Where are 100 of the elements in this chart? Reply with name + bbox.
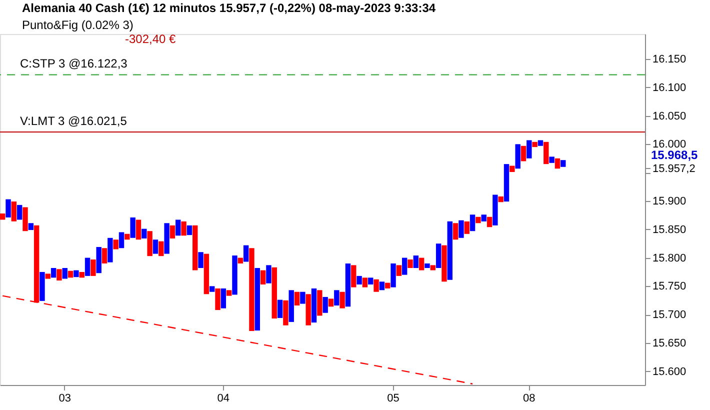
y-tick-label: 15.700: [652, 309, 686, 322]
bar: [0, 213, 6, 220]
bar: [113, 240, 118, 250]
bar: [408, 259, 413, 268]
bar: [532, 142, 538, 148]
bar: [277, 300, 283, 318]
chart-title: Alemania 40 Cash (1€) 12 minutos 15.957,7 (-0,22%) 08-may-2023 9:33:34: [22, 1, 436, 15]
bar: [402, 258, 408, 275]
bar: [90, 259, 96, 276]
bar: [504, 164, 510, 202]
bar: [181, 221, 186, 236]
y-tick-label: 15.600: [652, 366, 686, 378]
bar: [16, 204, 22, 220]
bar: [345, 263, 351, 307]
bar: [317, 290, 322, 316]
y-tick-label: 15.900: [652, 195, 686, 208]
bar: [294, 292, 300, 306]
bar: [436, 244, 442, 268]
annotation: -302,40 €: [125, 32, 176, 46]
bar: [486, 216, 492, 228]
bar: [300, 292, 306, 304]
bar: [390, 263, 396, 288]
y-tick-label: 15.650: [652, 337, 686, 350]
bar: [220, 288, 226, 308]
bar: [481, 214, 486, 222]
bar: [413, 256, 419, 268]
bar: [266, 265, 272, 284]
y-tick-label: 15.750: [652, 280, 686, 293]
bar: [62, 268, 68, 279]
bar: [198, 252, 204, 268]
bar: [22, 207, 28, 232]
bar: [192, 225, 198, 270]
bar: [118, 232, 124, 248]
bar: [549, 156, 554, 163]
bar: [272, 267, 277, 319]
bar: [28, 223, 34, 230]
bar: [510, 166, 515, 172]
bar: [84, 258, 90, 276]
bar: [311, 288, 317, 323]
bar: [476, 216, 481, 224]
bar: [515, 144, 520, 169]
bar: [260, 270, 266, 284]
bar: [68, 270, 74, 278]
bar: [40, 272, 45, 301]
bar: [147, 231, 152, 256]
x-tick-label: 05: [387, 392, 400, 404]
bar: [158, 241, 164, 256]
bar: [498, 196, 504, 202]
bar: [554, 158, 560, 169]
bar: [254, 268, 260, 330]
ref-line-label: C:STP 3 @16.122,3: [20, 56, 128, 71]
bar: [102, 248, 108, 264]
bar: [164, 223, 170, 254]
bar: [186, 225, 192, 236]
bar: [11, 202, 17, 222]
x-tick-label: 08: [523, 392, 536, 404]
bar: [74, 270, 79, 278]
y-tick-label: 15.800: [652, 252, 686, 264]
text: 15.968,5: [651, 148, 698, 162]
bar: [374, 279, 379, 292]
bar: [130, 217, 136, 238]
bar: [362, 278, 368, 288]
bar: [6, 199, 11, 218]
bar: [108, 238, 113, 262]
y-tick-label: 16.100: [652, 82, 686, 94]
bar: [322, 296, 328, 313]
bar: [464, 221, 470, 234]
bar: [306, 294, 311, 326]
bar: [526, 140, 532, 158]
bar: [492, 194, 498, 226]
bar: [283, 300, 288, 326]
bar: [243, 245, 249, 262]
bar: [45, 274, 51, 279]
bar: [204, 254, 210, 294]
bar: [470, 214, 476, 232]
bar: [442, 245, 447, 282]
bar: [520, 146, 526, 162]
bar: [538, 140, 544, 146]
y-tick-label: 16.000: [652, 138, 686, 151]
bar: [430, 265, 436, 270]
bar: [351, 265, 356, 288]
bar: [170, 225, 176, 238]
x-tick-label: 04: [217, 392, 230, 404]
bar: [142, 228, 147, 238]
bar: [544, 142, 549, 164]
bar: [238, 258, 244, 264]
bar: [288, 290, 294, 322]
bar: [176, 220, 181, 236]
bar: [385, 282, 390, 288]
bar: [560, 160, 566, 167]
bar: [215, 288, 220, 310]
text: Punto&Fig (0.02% 3): [22, 18, 134, 32]
bar: [424, 263, 430, 268]
y-tick-label: 15.957,2: [652, 162, 696, 175]
bar: [340, 292, 345, 308]
y-tick-label: 16.050: [652, 110, 686, 122]
ref-line-label: V:LMT 3 @16.021,5: [20, 114, 128, 128]
bar: [96, 246, 102, 274]
y-tick-label: 16.150: [652, 53, 686, 66]
bar: [124, 234, 130, 240]
